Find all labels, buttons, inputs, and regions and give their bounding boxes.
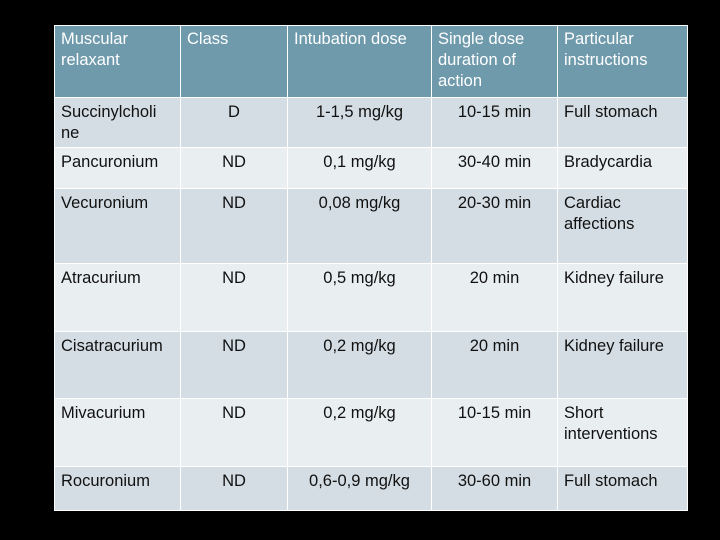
cell-instructions: Full stomach: [557, 466, 688, 511]
table-row: Vecuronium ND 0,08 mg/kg 20-30 min Cardi…: [54, 188, 688, 264]
table-header-row: Muscular relaxant Class Intubation dose …: [54, 25, 688, 98]
cell-dose: 0,1 mg/kg: [287, 147, 432, 189]
cell-class: D: [180, 97, 288, 148]
cell-dose: 0,5 mg/kg: [287, 263, 432, 332]
muscle-relaxant-table: Muscular relaxant Class Intubation dose …: [54, 25, 688, 511]
cell-class: ND: [180, 263, 288, 332]
cell-class: ND: [180, 398, 288, 467]
cell-duration: 30-40 min: [431, 147, 558, 189]
cell-instructions: Full stomach: [557, 97, 688, 148]
column-header-instructions: Particular instructions: [557, 25, 688, 98]
cell-duration: 20 min: [431, 331, 558, 399]
column-header-relaxant: Muscular relaxant: [54, 25, 181, 98]
cell-class: ND: [180, 147, 288, 189]
cell-instructions: Bradycardia: [557, 147, 688, 189]
cell-relaxant: Succinylcholi ne: [54, 97, 181, 148]
column-header-intubation-dose: Intubation dose: [287, 25, 432, 98]
cell-duration: 20 min: [431, 263, 558, 332]
cell-duration: 10-15 min: [431, 398, 558, 467]
cell-instructions: Kidney failure: [557, 331, 688, 399]
table-row: Atracurium ND 0,5 mg/kg 20 min Kidney fa…: [54, 263, 688, 332]
cell-instructions: Cardiac affections: [557, 188, 688, 264]
cell-dose: 0,2 mg/kg: [287, 398, 432, 467]
table-row: Mivacurium ND 0,2 mg/kg 10-15 min Short …: [54, 398, 688, 467]
cell-dose: 1-1,5 mg/kg: [287, 97, 432, 148]
cell-class: ND: [180, 331, 288, 399]
cell-duration: 30-60 min: [431, 466, 558, 511]
table-row: Pancuronium ND 0,1 mg/kg 30-40 min Brady…: [54, 147, 688, 189]
table-row: Succinylcholi ne D 1-1,5 mg/kg 10-15 min…: [54, 97, 688, 148]
cell-duration: 10-15 min: [431, 97, 558, 148]
cell-duration: 20-30 min: [431, 188, 558, 264]
column-header-duration: Single dose duration of action: [431, 25, 558, 98]
cell-dose: 0,08 mg/kg: [287, 188, 432, 264]
cell-dose: 0,6-0,9 mg/kg: [287, 466, 432, 511]
cell-dose: 0,2 mg/kg: [287, 331, 432, 399]
cell-relaxant: Pancuronium: [54, 147, 181, 189]
cell-relaxant: Mivacurium: [54, 398, 181, 467]
cell-instructions: Short interventions: [557, 398, 688, 467]
cell-relaxant: Cisatracurium: [54, 331, 181, 399]
cell-class: ND: [180, 188, 288, 264]
cell-relaxant: Vecuronium: [54, 188, 181, 264]
table-row: Cisatracurium ND 0,2 mg/kg 20 min Kidney…: [54, 331, 688, 399]
column-header-class: Class: [180, 25, 288, 98]
cell-instructions: Kidney failure: [557, 263, 688, 332]
cell-relaxant: Rocuronium: [54, 466, 181, 511]
table-row: Rocuronium ND 0,6-0,9 mg/kg 30-60 min Fu…: [54, 466, 688, 511]
cell-class: ND: [180, 466, 288, 511]
cell-relaxant: Atracurium: [54, 263, 181, 332]
